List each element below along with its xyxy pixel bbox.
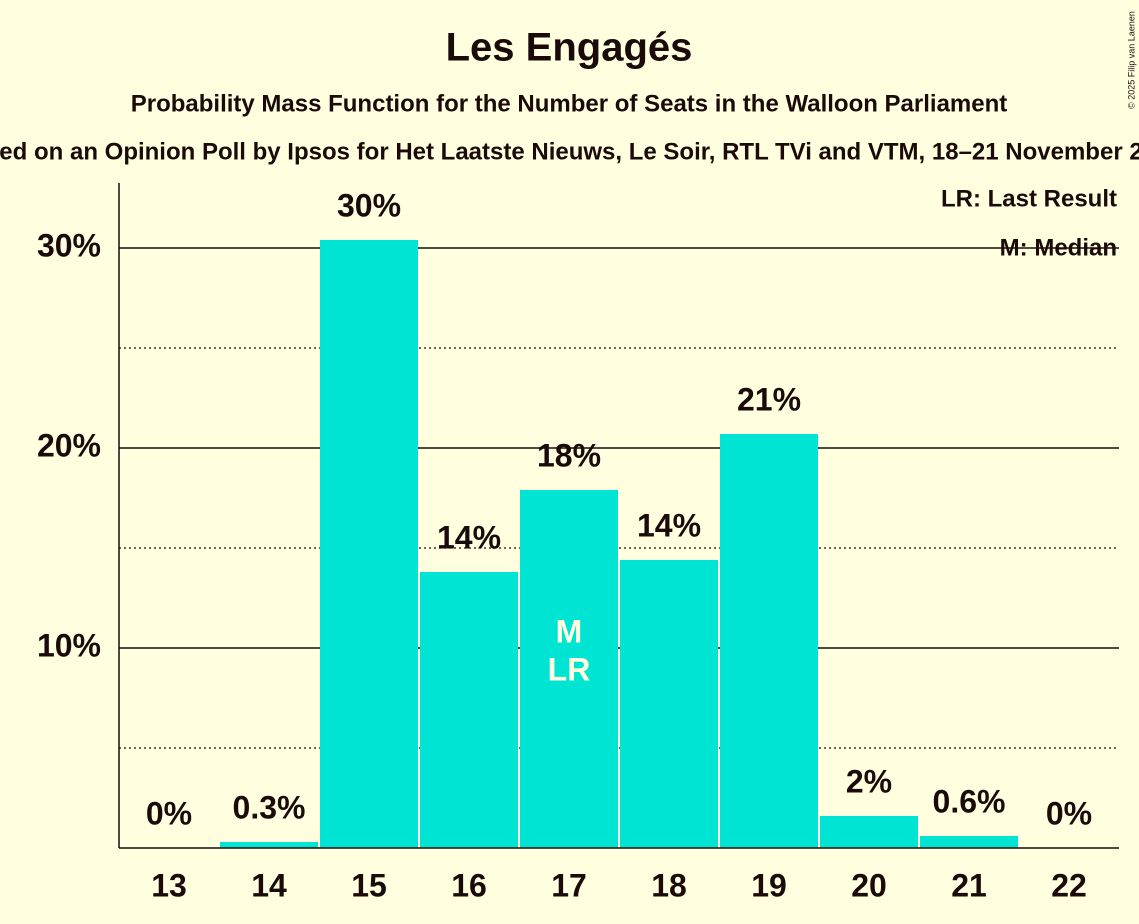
x-tick-label: 19 <box>751 867 787 903</box>
x-tick-label: 15 <box>351 867 387 903</box>
value-label: 0.6% <box>933 783 1006 819</box>
x-tick-label: 20 <box>851 867 887 903</box>
grid <box>119 247 1119 749</box>
value-label: 0.3% <box>233 789 306 825</box>
value-label: 14% <box>637 507 701 543</box>
x-tick-label: 22 <box>1051 867 1087 903</box>
x-tick-label: 18 <box>651 867 687 903</box>
marks <box>220 240 1018 848</box>
bar <box>820 816 918 848</box>
chart-title: Les Engagés <box>446 26 693 70</box>
value-label: 0% <box>1046 795 1092 831</box>
x-tick-label: 14 <box>251 867 287 903</box>
bar-annotation: LR <box>548 651 591 687</box>
copyright: © 2025 Filip van Laenen <box>1126 11 1136 109</box>
x-tick-label: 17 <box>551 867 587 903</box>
y-tick-label: 10% <box>37 627 101 663</box>
x-tick-label: 13 <box>151 867 187 903</box>
x-tick-label: 21 <box>951 867 987 903</box>
value-label: 0% <box>146 795 192 831</box>
legend-entry: M: Median <box>1000 234 1117 261</box>
bar <box>620 560 718 848</box>
bar <box>520 490 618 848</box>
bar <box>420 572 518 848</box>
value-label: 18% <box>537 437 601 473</box>
bar <box>320 240 418 848</box>
value-label: 30% <box>337 187 401 223</box>
legend-entry: LR: Last Result <box>941 185 1117 212</box>
value-label: 21% <box>737 381 801 417</box>
y-tick-label: 30% <box>37 227 101 263</box>
value-label: 14% <box>437 519 501 555</box>
x-tick-label: 16 <box>451 867 487 903</box>
bar <box>220 842 318 848</box>
chart-caption: Based on an Opinion Poll by Ipsos for He… <box>0 138 1139 165</box>
y-tick-label: 20% <box>37 427 101 463</box>
chart-subtitle: Probability Mass Function for the Number… <box>131 90 1008 117</box>
value-label: 2% <box>846 763 892 799</box>
bar <box>720 434 818 848</box>
bar <box>920 836 1018 848</box>
bar-annotation: M <box>556 613 583 649</box>
